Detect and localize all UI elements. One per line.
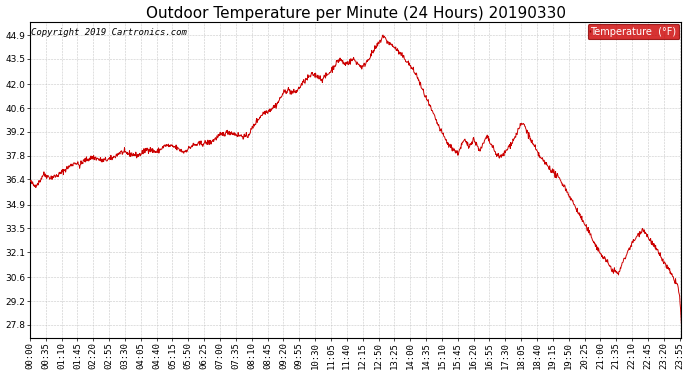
Legend: Temperature  (°F): Temperature (°F) <box>587 24 680 39</box>
Title: Outdoor Temperature per Minute (24 Hours) 20190330: Outdoor Temperature per Minute (24 Hours… <box>146 6 566 21</box>
Text: Copyright 2019 Cartronics.com: Copyright 2019 Cartronics.com <box>31 28 187 37</box>
